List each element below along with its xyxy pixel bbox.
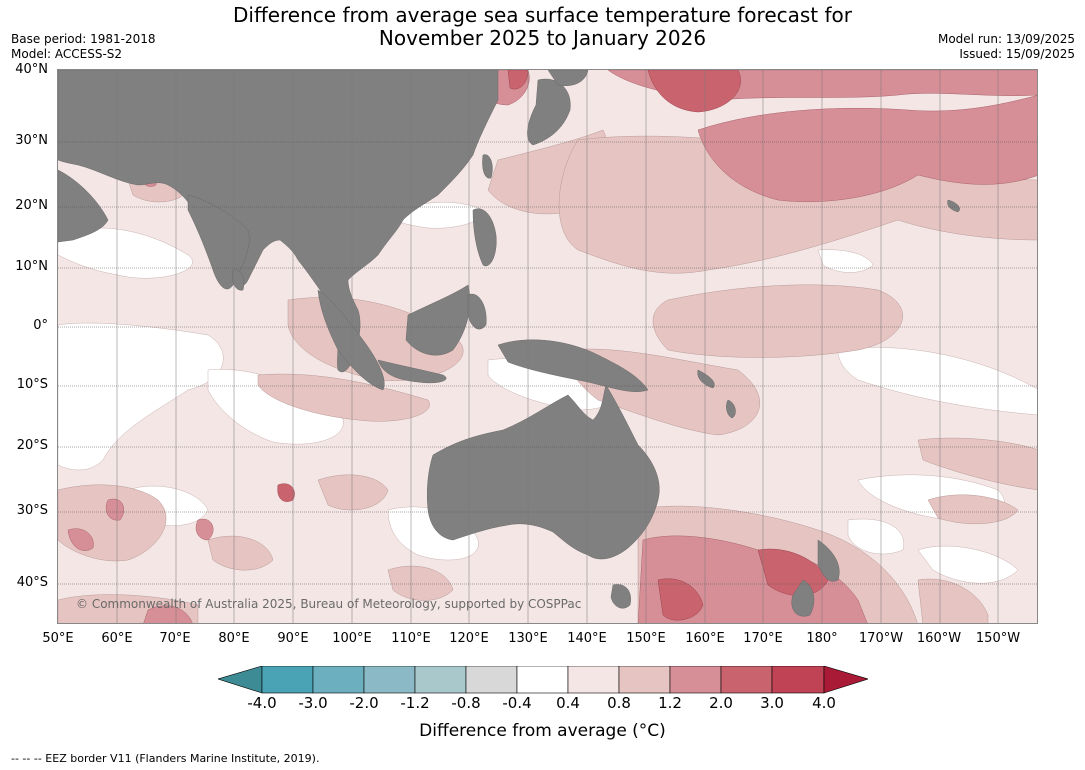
issued-date: Issued: 15/09/2025 [959, 47, 1075, 61]
title-line-1: Difference from average sea surface temp… [232, 3, 852, 27]
colorbar-tick: 0.4 [556, 694, 580, 712]
lat-label-10s: 10°S [16, 377, 48, 392]
lon-label-60e: 60°E [101, 631, 133, 646]
lon-label-50e: 50°E [42, 631, 74, 646]
lon-label-160w: 160°W [916, 631, 962, 646]
lon-label-70e: 70°E [159, 631, 191, 646]
lon-label-130e: 130°E [508, 631, 548, 646]
lon-label-110e: 110°E [391, 631, 431, 646]
copyright-notice: © Commonwealth of Australia 2025, Bureau… [76, 597, 582, 611]
lon-label-100e: 100°E [332, 631, 372, 646]
map-gridlines [58, 141, 1037, 585]
lon-label-180: 180° [806, 631, 838, 646]
colorbar [216, 665, 870, 698]
meta-left: Base period: 1981-2018 Model: ACCESS-S2 [11, 32, 156, 62]
lon-label-150e: 150°E [626, 631, 666, 646]
colorbar-tick: -1.2 [400, 694, 430, 712]
base-period: Base period: 1981-2018 [11, 32, 156, 46]
lat-label-10n: 10°N [15, 259, 48, 274]
model-run: Model run: 13/09/2025 [937, 32, 1075, 46]
lat-label-20n: 20°N [15, 198, 48, 213]
lon-label-170e: 170°E [743, 631, 783, 646]
model-name: Model: ACCESS-S2 [11, 47, 123, 61]
colorbar-tick: 2.0 [709, 694, 733, 712]
colorbar-tick: -4.0 [247, 694, 277, 712]
lat-label-0: 0° [33, 318, 48, 333]
colorbar-title: Difference from average (°C) [419, 721, 666, 741]
colorbar-tick: -0.8 [451, 694, 481, 712]
map-meridians [116, 70, 999, 623]
colorbar-tick: -3.0 [298, 694, 328, 712]
lon-label-170w: 170°W [858, 631, 904, 646]
lat-label-20s: 20°S [16, 438, 48, 453]
map-canvas [58, 70, 1037, 623]
colorbar-tick: 4.0 [812, 694, 836, 712]
lon-label-120e: 120°E [449, 631, 489, 646]
lat-label-40s: 40°S [16, 575, 48, 590]
colorbar-tick: 1.2 [658, 694, 682, 712]
colorbar-tick: 0.8 [607, 694, 631, 712]
eez-footnote: -- -- -- EEZ border V11 (Flanders Marine… [11, 752, 320, 765]
lat-label-30s: 30°S [16, 503, 48, 518]
lat-label-40n: 40°N [15, 62, 48, 77]
lon-label-150w: 150°W [975, 631, 1021, 646]
meta-right: Model run: 13/09/2025 Issued: 15/09/2025 [938, 32, 1075, 62]
lon-label-140e: 140°E [567, 631, 607, 646]
lon-label-90e: 90°E [277, 631, 309, 646]
title-line-2: November 2025 to January 2026 [378, 26, 707, 50]
lat-label-30n: 30°N [15, 133, 48, 148]
colorbar-tick: 3.0 [760, 694, 784, 712]
colorbar-tick: -2.0 [349, 694, 379, 712]
colorbar-tick: -0.4 [502, 694, 532, 712]
colorbar-swatches [216, 665, 870, 694]
lon-label-160e: 160°E [685, 631, 725, 646]
lon-label-80e: 80°E [218, 631, 250, 646]
map-title: Difference from average sea surface temp… [200, 4, 885, 50]
sst-anomaly-map [57, 69, 1038, 624]
